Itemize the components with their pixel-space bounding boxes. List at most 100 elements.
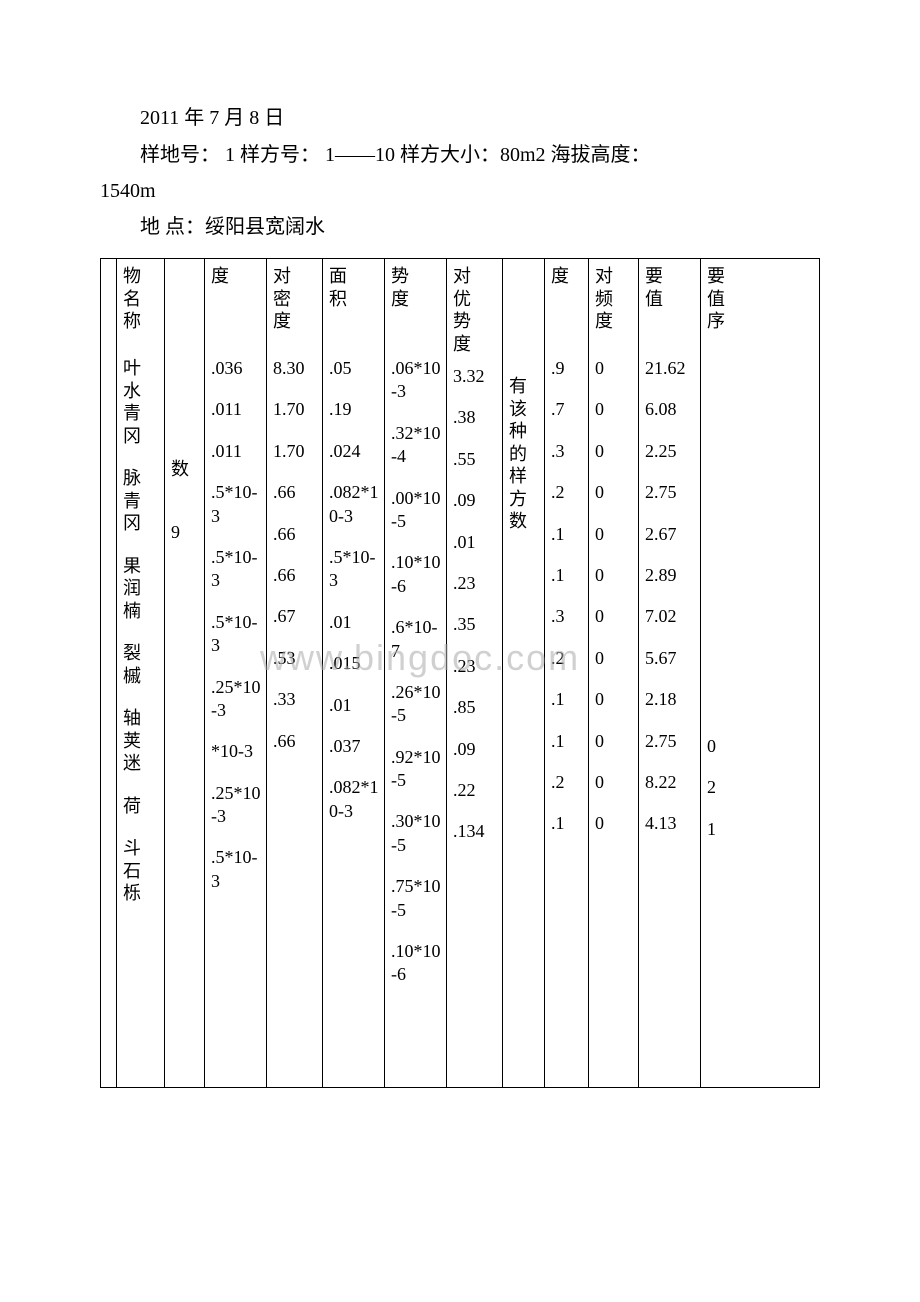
table-cell: .85	[453, 696, 500, 719]
species-values: 叶水青冈脉青冈果润楠裂槭轴荚迷荷斗石栎	[123, 357, 162, 905]
table-cell: 4.13	[645, 812, 698, 835]
table-cell: .1	[551, 564, 586, 587]
rank-values: 0 2 1	[707, 735, 745, 841]
species-name: 叶水青冈	[123, 357, 145, 447]
col-dominance: 势度 .06*10-3.32*10-4.00*10-5.10*10-6.6*10…	[385, 259, 447, 1087]
table-cell: 5.67	[645, 647, 698, 670]
species-name: 斗石栎	[123, 837, 145, 905]
count-values: 9	[171, 521, 202, 544]
table-cell: 1.70	[273, 398, 320, 421]
table-cell: 0	[595, 812, 636, 835]
table-cell: 0	[595, 688, 636, 711]
hdr-rel-dominance: 对优势度	[453, 265, 500, 355]
table-cell: 2	[707, 776, 745, 799]
table-cell: .19	[329, 398, 382, 421]
col-rel-freq: 对频度 000000000000	[589, 259, 639, 1087]
table-cell: .3	[551, 440, 586, 463]
table-cell: 0	[595, 523, 636, 546]
table-cell: .2	[551, 647, 586, 670]
table-cell: .3	[551, 605, 586, 628]
rel-density-values: 8.301.701.70.66.66.66.67.53.33.66	[273, 357, 320, 753]
hdr-count: 数	[171, 455, 202, 481]
table-cell: 8.22	[645, 771, 698, 794]
col-freq: 度 .9.7.3.2.1.1.3.2.1.1.2.1	[545, 259, 589, 1087]
table-cell: .024	[329, 440, 382, 463]
hdr-importance: 要值	[645, 265, 698, 347]
table-cell: .23	[453, 572, 500, 595]
intro-date: 2011 年 7 月 8 日	[100, 100, 820, 136]
table-cell: 1	[707, 818, 745, 841]
table-cell: .67	[273, 605, 320, 628]
density-values: .036.011.011.5*10-3.5*10-3.5*10-3.25*10-…	[211, 357, 264, 893]
data-table: 物名称 叶水青冈脉青冈果润楠裂槭轴荚迷荷斗石栎 数 9 度 .036.011.0…	[100, 258, 820, 1088]
gutter-col-1	[101, 259, 117, 1087]
table-cell: .1	[551, 523, 586, 546]
table-cell: .30*10-5	[391, 810, 444, 857]
hdr-rank: 要值序	[707, 265, 745, 365]
table-cell: .011	[211, 440, 264, 463]
table-cell: .22	[453, 779, 500, 802]
table-cell: .1	[551, 730, 586, 753]
col-count: 数 9	[165, 259, 205, 1087]
table-cell: *10-3	[211, 740, 264, 763]
table-cell: 0	[595, 730, 636, 753]
hdr-rel-freq: 对频度	[595, 265, 636, 347]
table-cell: 0	[595, 357, 636, 380]
table-cell: .25*10-3	[211, 676, 264, 723]
table-cell: 1.70	[273, 440, 320, 463]
table-cell: .01	[329, 611, 382, 634]
table-cell: 2.67	[645, 523, 698, 546]
table-cell: .09	[453, 489, 500, 512]
species-name: 裂槭	[123, 642, 145, 687]
importance-values: 21.626.082.252.752.672.897.025.672.182.7…	[645, 357, 698, 836]
table-cell: .011	[211, 398, 264, 421]
table-cell: 0	[595, 771, 636, 794]
table-cell: .01	[329, 694, 382, 717]
table-cell: 7.02	[645, 605, 698, 628]
table-cell: 0	[595, 481, 636, 504]
table-cell: .5*10-3	[211, 546, 264, 593]
table-cell: .26*10-5	[391, 681, 444, 728]
table-cell: .134	[453, 820, 500, 843]
hdr-rel-density: 对密度	[273, 265, 320, 347]
table-cell: 0	[595, 564, 636, 587]
table-cell: 0	[707, 735, 745, 758]
table-cell: 2.25	[645, 440, 698, 463]
table-cell: 0	[595, 440, 636, 463]
species-name: 荷	[123, 795, 145, 818]
table-cell: .33	[273, 688, 320, 711]
rel-dominance-values: 3.32.38.55.09.01.23.35.23.85.09.22.134	[453, 365, 500, 844]
col-density: 度 .036.011.011.5*10-3.5*10-3.5*10-3.25*1…	[205, 259, 267, 1087]
table-cell: .1	[551, 812, 586, 835]
table-cell: .06*10-3	[391, 357, 444, 404]
table-cell: .5*10-3	[211, 481, 264, 528]
table-cell: .10*10-6	[391, 940, 444, 987]
table-cell: .10*10-6	[391, 551, 444, 598]
table-cell: 3.32	[453, 365, 500, 388]
table-cell: 0	[595, 605, 636, 628]
rel-freq-values: 000000000000	[595, 357, 636, 836]
table-cell: .2	[551, 481, 586, 504]
table-cell: 2.75	[645, 730, 698, 753]
table-cell: .75*10-5	[391, 875, 444, 922]
table-cell: .082*10-3	[329, 481, 382, 528]
hdr-density: 度	[211, 265, 264, 347]
table-cell: .01	[453, 531, 500, 554]
table-cell: .5*10-3	[329, 546, 382, 593]
col-importance: 要值 21.626.082.252.752.672.897.025.672.18…	[639, 259, 701, 1087]
table-cell: .00*10-5	[391, 487, 444, 534]
table-cell: .55	[453, 448, 500, 471]
species-name: 果润楠	[123, 555, 145, 623]
table-cell: .2	[551, 771, 586, 794]
freq-values: .9.7.3.2.1.1.3.2.1.1.2.1	[551, 357, 586, 836]
hdr-species: 物名称	[123, 265, 162, 347]
table-cell: 9	[171, 521, 202, 544]
table-cell: .66	[273, 730, 320, 753]
table-cell: .35	[453, 613, 500, 636]
table-cell: 0	[595, 398, 636, 421]
table-cell: 2.75	[645, 481, 698, 504]
species-name: 轴荚迷	[123, 707, 145, 775]
area-values: .05.19.024.082*10-3.5*10-3.01.015.01.037…	[329, 357, 382, 823]
table-cell: .037	[329, 735, 382, 758]
table-cell: .036	[211, 357, 264, 380]
